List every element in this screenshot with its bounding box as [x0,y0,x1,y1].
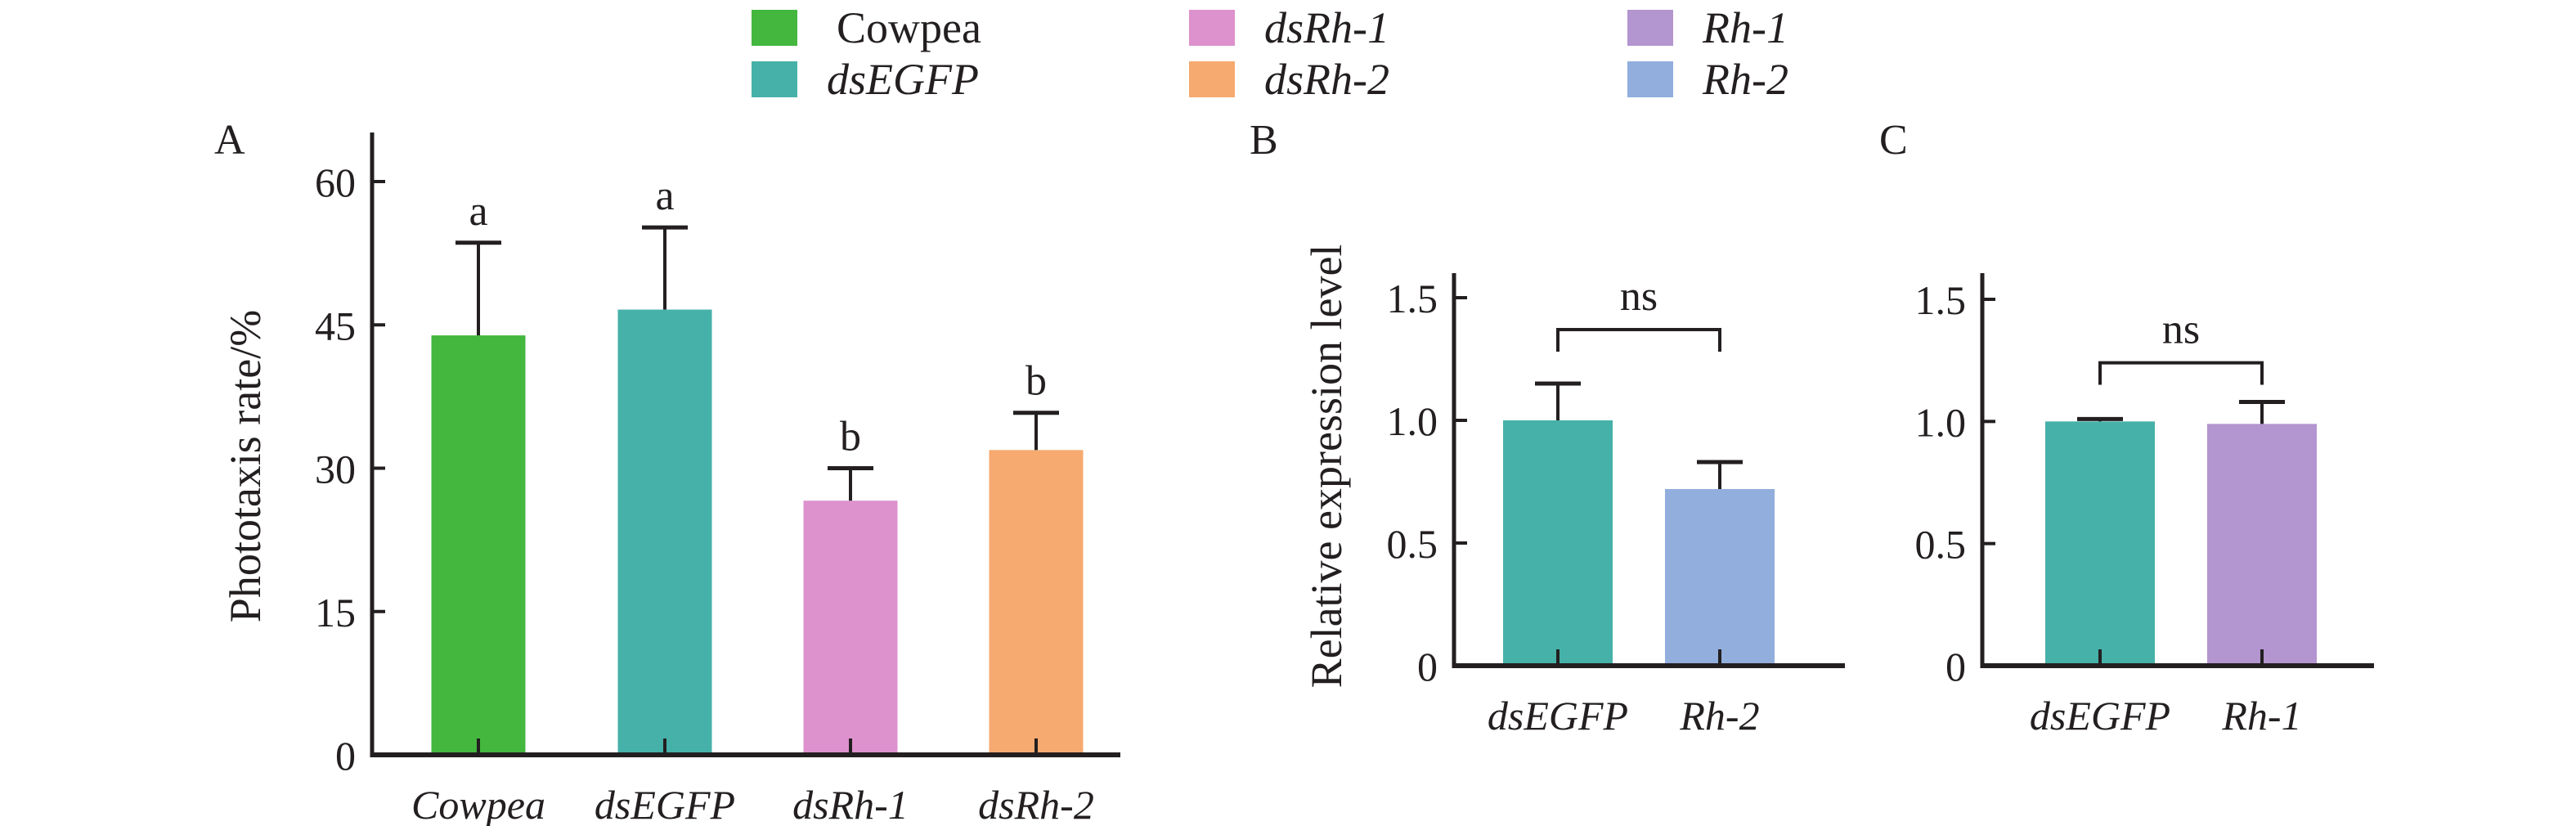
bar-rh-1 [2207,424,2317,663]
bar-dsegfp [1503,420,1613,663]
x-tick-label-dsegfp: dsEGFP [595,782,735,826]
legend-label-cowpea: Cowpea [837,3,981,52]
legend-label-dsegfp: dsEGFP [827,55,979,104]
legend-swatch-dsrh-1 [1189,10,1235,46]
y-tick-label: 45 [315,303,356,348]
significance-letter: a [469,188,487,235]
y-tick-label: 0 [335,733,356,779]
legend-swatch-rh-1 [1627,10,1673,46]
y-tick-label: 30 [315,447,356,492]
comparison-bracket [2098,361,2264,385]
panel-b-chart: 0 0.5 1.0 1.5 Relative expression level dsEGF… [1302,245,1845,738]
x-tick-label-rh-2: Rh-2 [1679,693,1759,738]
legend-label-rh-2: Rh-2 [1702,55,1788,104]
y-tick-label: 0.5 [1915,522,1967,568]
legend-label-rh-1: Rh-1 [1702,3,1788,52]
y-tick-label: 1.5 [1387,276,1438,321]
y-tick-label: 0 [1417,644,1438,689]
comparison-label: ns [2162,307,2200,353]
legend-label-dsrh-1: dsRh-1 [1264,3,1389,52]
comparison-bracket [1556,328,1721,352]
y-tick-label: 1.5 [1915,277,1967,323]
panel-a-chart: 0 15 30 45 60 Phototaxis rate/% Cowpea a dsEGFP a… [221,132,1120,826]
y-axis-title: Relative expression level [1302,245,1351,689]
x-tick-label-dsegfp: dsEGFP [2030,693,2170,738]
x-tick-label-rh-1: Rh-1 [2221,693,2301,738]
y-tick-label: 60 [315,159,356,205]
panel-label-c: C [1879,117,1908,164]
y-tick-label: 15 [315,590,356,635]
y-tick-label: 0.5 [1387,521,1438,567]
bar-dsrh-1 [803,501,898,752]
bar-dsegfp [617,309,712,753]
x-tick-label-dsrh-2: dsRh-2 [978,782,1094,826]
y-axis-title: Phototaxis rate/% [221,310,270,622]
x-tick-label-dsegfp: dsEGFP [1488,693,1628,738]
legend-label-dsrh-2: dsRh-2 [1264,55,1389,104]
bar-dsrh-2 [989,450,1084,752]
bar-cowpea [431,335,526,752]
x-tick-label-cowpea: Cowpea [411,782,545,826]
significance-letter: a [655,173,674,219]
legend-swatch-rh-2 [1627,61,1673,97]
panel-label-a: A [214,117,245,164]
legend-swatch-dsegfp [752,61,797,97]
bar-rh-2 [1665,489,1775,663]
panel-label-b: B [1250,117,1278,164]
y-tick-label: 1.0 [1387,398,1438,444]
x-tick-label-dsrh-1: dsRh-1 [792,782,909,826]
comparison-label: ns [1620,273,1658,320]
panel-c-chart: 0 0.5 1.0 1.5 dsEGFP Rh-1 ns [1915,273,2374,738]
y-tick-label: 1.0 [1915,399,1967,445]
significance-letter: b [840,414,861,460]
legend-swatch-cowpea [752,10,797,46]
y-tick-label: 0 [1945,644,1966,689]
significance-letter: b [1025,358,1047,405]
legend-swatch-dsrh-2 [1189,61,1235,97]
bar-dsegfp [2045,421,2155,663]
